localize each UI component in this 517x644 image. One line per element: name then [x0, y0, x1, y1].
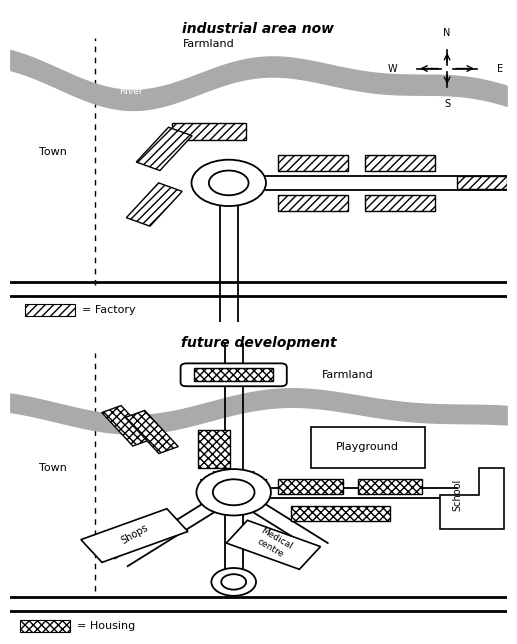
Bar: [81, 509, 188, 562]
Bar: [102, 406, 152, 446]
Text: = Factory: = Factory: [82, 305, 136, 315]
Text: River: River: [110, 410, 133, 419]
Text: S: S: [444, 99, 450, 109]
Circle shape: [191, 160, 266, 206]
Bar: [278, 195, 348, 211]
Text: industrial area now: industrial area now: [183, 22, 334, 36]
Text: E: E: [497, 64, 503, 73]
Bar: [136, 128, 192, 171]
Circle shape: [213, 479, 254, 506]
Circle shape: [211, 568, 256, 596]
Text: Farmland: Farmland: [183, 39, 235, 49]
Text: Farmland: Farmland: [322, 370, 374, 380]
Text: W: W: [388, 64, 398, 73]
Bar: [125, 410, 178, 453]
Bar: [197, 430, 230, 468]
Text: River: River: [119, 87, 143, 96]
Text: Medical
centre: Medical centre: [253, 526, 293, 560]
Text: Playground: Playground: [336, 442, 399, 453]
Bar: [126, 183, 182, 226]
Text: future development: future development: [180, 336, 337, 350]
Bar: [25, 304, 75, 316]
Text: School: School: [452, 479, 462, 511]
Bar: [291, 506, 390, 522]
Circle shape: [209, 171, 249, 195]
Bar: [365, 155, 435, 171]
Bar: [365, 195, 435, 211]
Bar: [457, 176, 507, 189]
Text: Town: Town: [39, 147, 67, 157]
Bar: [172, 124, 246, 140]
Bar: [226, 520, 321, 569]
Polygon shape: [439, 468, 504, 529]
Circle shape: [196, 469, 271, 515]
Text: Shops: Shops: [119, 522, 150, 545]
Bar: [358, 478, 422, 493]
Text: = Housing: = Housing: [78, 621, 135, 631]
Bar: [278, 478, 343, 493]
Bar: [311, 428, 425, 468]
Bar: [194, 368, 273, 381]
Text: Town: Town: [39, 462, 67, 473]
Bar: [278, 155, 348, 171]
FancyBboxPatch shape: [180, 363, 287, 386]
Text: N: N: [444, 28, 451, 37]
Circle shape: [221, 574, 246, 590]
Bar: [20, 620, 70, 632]
